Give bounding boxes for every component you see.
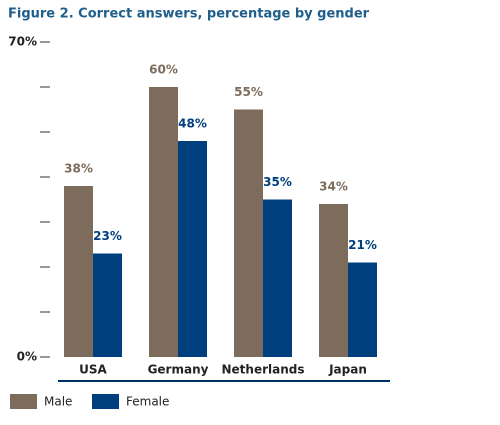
y-tick-label: 0% bbox=[17, 350, 37, 364]
legend-swatch bbox=[10, 394, 37, 409]
x-tick-label: Germany bbox=[148, 363, 209, 377]
data-label: 38% bbox=[64, 162, 93, 176]
x-tick-label: Japan bbox=[328, 363, 367, 377]
data-label: 35% bbox=[263, 175, 292, 189]
data-label: 21% bbox=[348, 238, 377, 252]
bar bbox=[319, 204, 348, 357]
data-label: 60% bbox=[149, 63, 178, 77]
bar bbox=[149, 87, 178, 357]
bar bbox=[178, 141, 207, 357]
data-label: 23% bbox=[93, 229, 122, 243]
x-tick-label: USA bbox=[79, 363, 107, 377]
y-tick-label: 70% bbox=[8, 35, 37, 49]
data-label: 34% bbox=[319, 180, 348, 194]
data-label: 48% bbox=[178, 117, 207, 131]
bar bbox=[263, 199, 292, 357]
bar bbox=[348, 262, 377, 357]
x-tick-label: Netherlands bbox=[221, 363, 304, 377]
bar bbox=[64, 186, 93, 357]
chart-title: Figure 2. Correct answers, percentage by… bbox=[8, 7, 370, 22]
legend-swatch bbox=[92, 394, 119, 409]
legend-label: Male bbox=[44, 395, 72, 409]
data-label: 55% bbox=[234, 85, 263, 99]
legend-label: Female bbox=[126, 395, 169, 409]
bar bbox=[234, 109, 263, 357]
bar bbox=[93, 253, 122, 357]
